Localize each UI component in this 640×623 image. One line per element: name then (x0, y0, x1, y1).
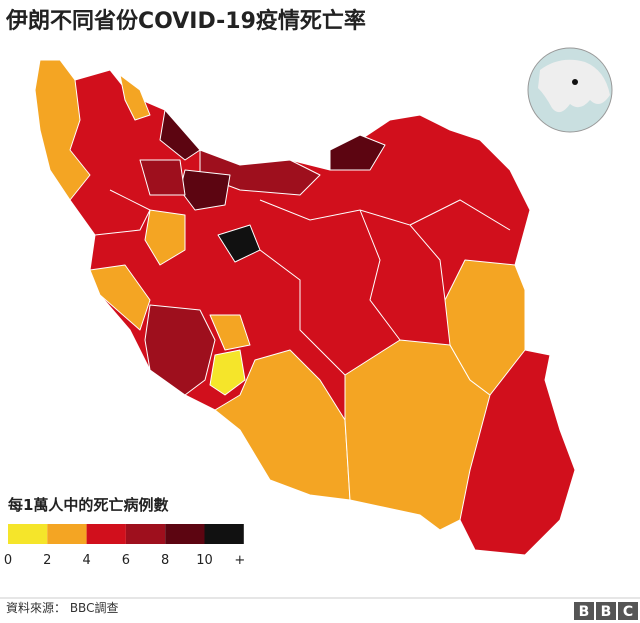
province (214, 349, 351, 501)
legend-swatch (125, 524, 166, 544)
province (217, 224, 261, 263)
land (538, 59, 610, 113)
legend-swatch (86, 524, 126, 544)
province (159, 109, 201, 161)
legend-tick-label: 4 (82, 553, 90, 568)
province (329, 134, 386, 171)
border (94, 189, 151, 236)
legend-swatch (165, 524, 205, 544)
border (359, 209, 401, 341)
legend-tick-label: + (234, 553, 245, 568)
province (144, 304, 216, 396)
legend-tick-label: 10 (196, 553, 213, 568)
legend-tick-label: 0 (4, 553, 12, 568)
legend-tick-label: 8 (161, 553, 169, 568)
legend-swatch (8, 524, 48, 544)
legend-tick-label: 2 (43, 553, 51, 568)
province (89, 264, 151, 331)
source: 資料來源： BBC調查 (6, 601, 118, 615)
legend-title: 每1萬人中的死亡病例數 (8, 496, 168, 514)
province (34, 59, 91, 201)
province (344, 339, 491, 531)
iran-map (34, 59, 576, 556)
logo-letter: C (623, 604, 633, 620)
province (209, 349, 246, 396)
province (144, 209, 186, 266)
logo-letter: B (601, 604, 612, 620)
legend: 0 2 4 6 8 10 + (4, 524, 245, 568)
province (119, 74, 151, 121)
border (409, 199, 511, 231)
province (209, 314, 251, 351)
border (259, 249, 346, 376)
legend-swatch (47, 524, 87, 544)
province (139, 159, 186, 196)
logo-letter: B (579, 604, 590, 620)
legend-swatch (204, 524, 244, 544)
logo-box (596, 602, 616, 620)
title: 伊朗不同省份COVID-19疫情死亡率 (5, 8, 366, 34)
province (444, 259, 526, 396)
logo-box (618, 602, 638, 620)
location-dot (572, 79, 578, 85)
logo-box (574, 602, 594, 620)
locator-globe (527, 47, 613, 133)
border (259, 199, 446, 301)
legend-tick-label: 6 (122, 553, 130, 568)
